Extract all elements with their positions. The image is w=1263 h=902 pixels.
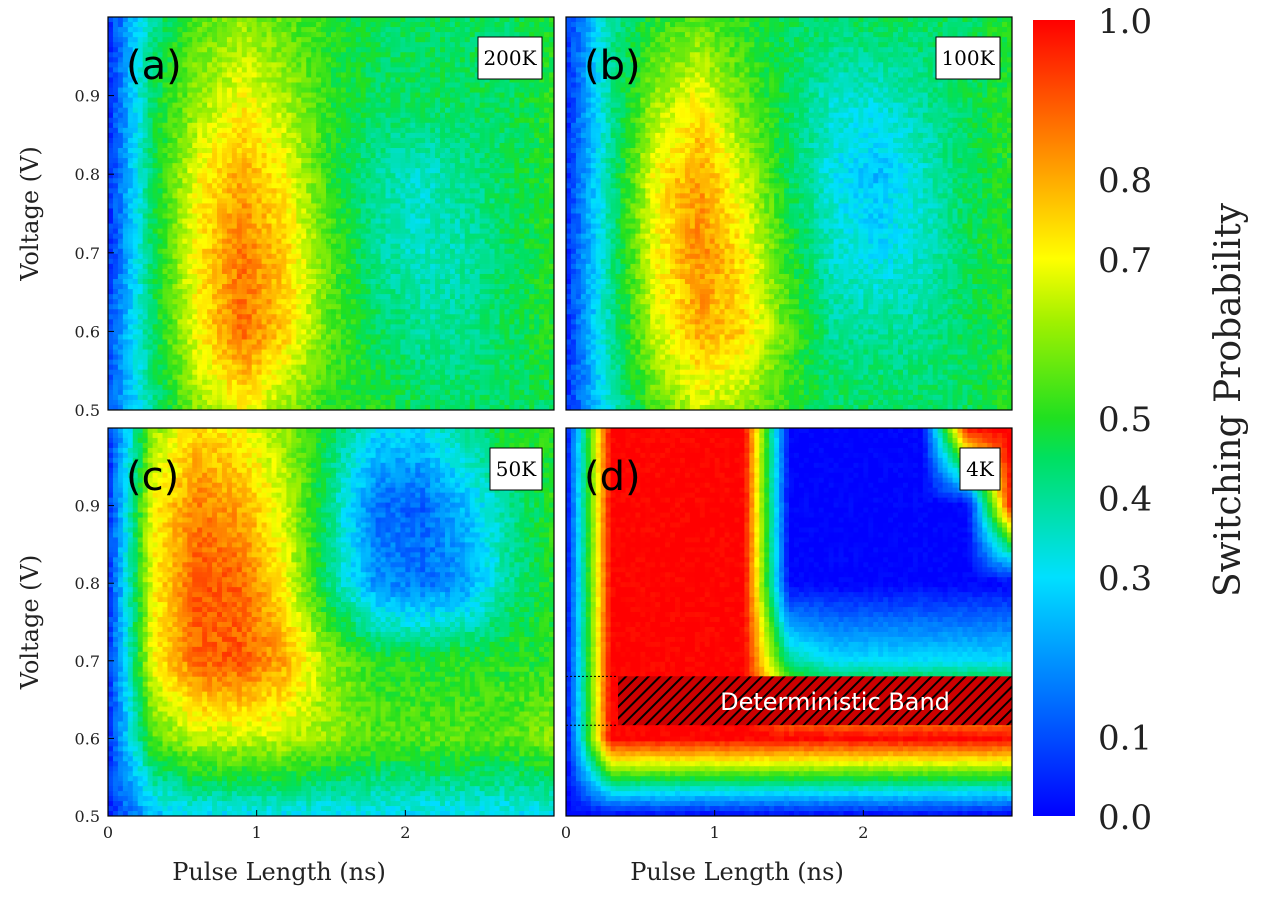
colorbar-tick-label: 0.8 xyxy=(1098,161,1152,201)
temperature-box xyxy=(477,36,543,80)
colorbar-tick-label: 0.4 xyxy=(1098,480,1152,520)
colorbar-tick-label: 0.1 xyxy=(1098,718,1152,758)
colorbar-tick-label: 0.3 xyxy=(1098,559,1152,599)
y-tick-label: 0.5 xyxy=(75,401,100,420)
colorbar: 0.0 0.1 0.3 0.4 0.5 0.7 0.8 1.0 Switching Proba… xyxy=(1033,2,1249,838)
x-tick-label: 2 xyxy=(400,823,410,842)
y-tick-label: 0.7 xyxy=(75,652,100,671)
colorbar-tick-label: 0.7 xyxy=(1098,241,1152,281)
x-tick-label: 1 xyxy=(710,823,720,842)
panel-a: 0.5 0.6 0.7 0.8 0.9 Voltage (V) (a) 200K xyxy=(16,16,555,420)
temperature-box xyxy=(959,447,1001,491)
y-axis-label: Voltage (V) xyxy=(16,146,44,281)
colorbar-label: Switching Probability xyxy=(1208,202,1249,597)
temperature-label: 200K xyxy=(483,46,537,70)
colorbar-tick-label: 0.0 xyxy=(1098,798,1152,838)
y-tick-label: 0.6 xyxy=(75,322,100,341)
y-axis-label: Voltage (V) xyxy=(16,555,44,690)
colorbar-gradient xyxy=(1033,20,1075,816)
x-tick-label: 0 xyxy=(561,823,571,842)
x-tick-label: 0 xyxy=(103,823,113,842)
y-tick-label: 0.9 xyxy=(75,87,100,106)
y-tick-label: 0.9 xyxy=(75,497,100,516)
temperature-label: 4K xyxy=(966,457,995,481)
panel-label: (a) xyxy=(126,43,182,89)
temperature-label: 50K xyxy=(496,457,537,481)
x-tick-label: 2 xyxy=(858,823,868,842)
panel-b: (b) 100K xyxy=(565,16,1013,411)
panel-d: Deterministic Band 0 1 2 Pulse Length (ns) (d… xyxy=(561,427,1013,886)
y-tick-label: 0.8 xyxy=(75,165,100,184)
temperature-box xyxy=(489,447,543,491)
heatmap-c xyxy=(108,428,554,816)
temperature-label: 100K xyxy=(941,46,995,70)
panel-label: (d) xyxy=(584,454,641,500)
panel-label: (b) xyxy=(584,43,641,89)
y-tick-label: 0.6 xyxy=(75,729,100,748)
plot-frame-d xyxy=(565,427,1013,817)
y-tick-label: 0.8 xyxy=(75,574,100,593)
y-tick-label: 0.7 xyxy=(75,244,100,263)
y-tick-label: 0.5 xyxy=(75,807,100,826)
panel-c: 0.5 0.6 0.7 0.8 0.9 0 1 2 Voltage (V) Pulse Lengt… xyxy=(16,427,555,886)
x-axis-label: Pulse Length (ns) xyxy=(172,858,386,886)
panel-label: (c) xyxy=(126,454,179,500)
x-axis-label: Pulse Length (ns) xyxy=(630,858,844,886)
heatmap-b xyxy=(566,17,1012,410)
colorbar-tick-label: 1.0 xyxy=(1098,2,1152,42)
band-label: Deterministic Band xyxy=(720,688,950,716)
deterministic-band xyxy=(618,676,1012,726)
plot-frame-c xyxy=(107,427,555,817)
colorbar-tick-label: 0.5 xyxy=(1098,400,1152,440)
plot-frame-a xyxy=(107,16,555,411)
x-tick-label: 1 xyxy=(252,823,262,842)
plot-frame-b xyxy=(565,16,1013,411)
temperature-box xyxy=(935,36,1001,80)
